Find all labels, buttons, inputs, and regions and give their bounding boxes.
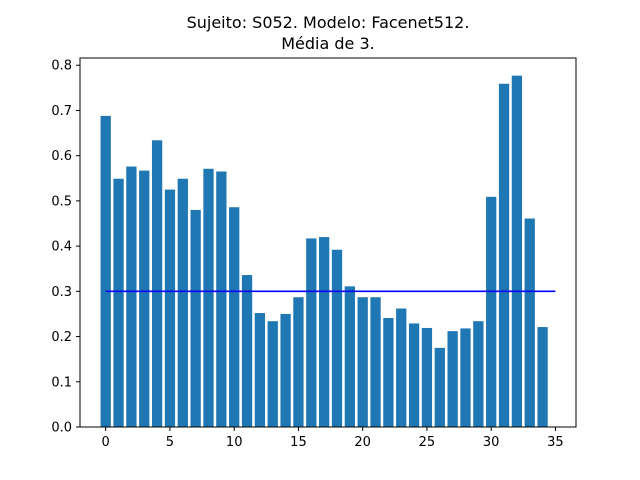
bar bbox=[126, 166, 137, 427]
bar bbox=[254, 313, 266, 427]
bar bbox=[203, 168, 214, 427]
bar bbox=[164, 189, 176, 427]
x-tick-label: 5 bbox=[166, 435, 174, 450]
bar bbox=[216, 171, 227, 427]
y-tick-label: 0.8 bbox=[51, 59, 72, 74]
y-tick-label: 0.7 bbox=[51, 104, 72, 119]
y-axis: 0.0 0.1 0.2 0.3 0.4 0.5 0.6 0.7 0.8 bbox=[51, 59, 80, 436]
bar bbox=[447, 331, 458, 427]
bar bbox=[100, 115, 111, 427]
y-tick-label: 0.2 bbox=[51, 330, 72, 345]
bar bbox=[421, 327, 433, 427]
bar bbox=[151, 140, 163, 428]
x-axis: 0 5 10 15 20 25 30 35 bbox=[102, 427, 564, 450]
bar bbox=[498, 83, 510, 428]
bar bbox=[293, 297, 304, 427]
y-tick-label: 0.3 bbox=[51, 285, 72, 300]
bar bbox=[177, 178, 188, 427]
x-tick-label: 25 bbox=[419, 435, 436, 450]
y-tick-label: 0.1 bbox=[51, 375, 72, 390]
bar bbox=[486, 196, 497, 427]
chart-title-line-2: Média de 3. bbox=[281, 34, 375, 53]
bars-group bbox=[100, 75, 548, 428]
bar bbox=[267, 321, 278, 427]
y-tick-label: 0.6 bbox=[51, 149, 72, 164]
bar bbox=[537, 327, 548, 427]
bar bbox=[511, 75, 523, 427]
bar bbox=[306, 238, 317, 427]
x-tick-label: 30 bbox=[483, 435, 500, 450]
bar bbox=[383, 318, 394, 427]
x-tick-label: 20 bbox=[354, 435, 371, 450]
bar bbox=[370, 297, 381, 427]
bar bbox=[473, 321, 484, 427]
bar bbox=[113, 178, 124, 427]
bar bbox=[331, 249, 343, 427]
x-tick-label: 10 bbox=[226, 435, 243, 450]
y-tick-label: 0.0 bbox=[51, 421, 72, 436]
bar bbox=[139, 170, 150, 428]
plot-frame bbox=[79, 57, 577, 428]
y-tick-label: 0.4 bbox=[51, 240, 72, 255]
bar bbox=[319, 237, 330, 427]
bar bbox=[280, 313, 291, 427]
bar bbox=[241, 275, 253, 427]
bar bbox=[434, 347, 445, 427]
bar bbox=[396, 308, 407, 427]
bar bbox=[524, 218, 535, 427]
chart-title-line-1: Sujeito: S052. Modelo: Facenet512. bbox=[187, 13, 470, 32]
bar bbox=[344, 286, 355, 427]
x-tick-label: 15 bbox=[290, 435, 307, 450]
bar bbox=[408, 323, 420, 427]
bar bbox=[357, 297, 368, 427]
bar bbox=[460, 328, 471, 427]
bar bbox=[229, 207, 240, 427]
x-tick-label: 35 bbox=[547, 435, 564, 450]
bar bbox=[190, 209, 201, 427]
y-tick-label: 0.5 bbox=[51, 194, 72, 209]
x-tick-label: 0 bbox=[102, 435, 110, 450]
